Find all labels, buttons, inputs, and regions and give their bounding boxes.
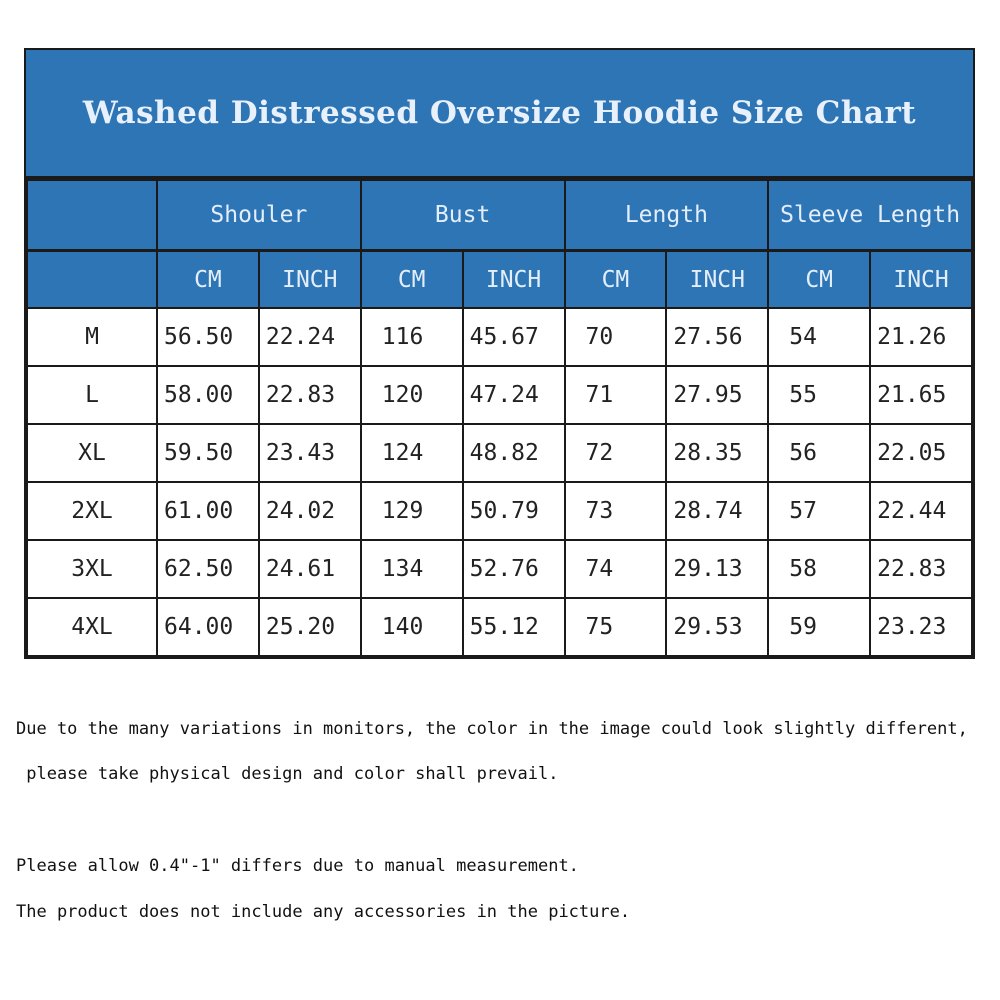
group-header: Shouler (156, 179, 362, 252)
empty-header-cell (26, 249, 158, 309)
value-cell: 22.83 (257, 365, 362, 425)
table-row: L 58.00 22.83 120 47.24 71 27.95 55 21.65 (26, 365, 973, 425)
unit-header: CM (156, 249, 260, 309)
value-cell: 45.67 (461, 307, 566, 367)
value-cell: 129 (359, 481, 464, 541)
size-cell: 4XL (26, 597, 158, 657)
group-header: Sleeve Length (767, 179, 973, 252)
value-cell: 54 (767, 307, 872, 367)
size-cell: XL (26, 423, 158, 483)
value-cell: 21.26 (869, 307, 973, 367)
value-cell: 24.02 (257, 481, 362, 541)
value-cell: 58.00 (156, 365, 260, 425)
value-cell: 124 (359, 423, 464, 483)
value-cell: 23.43 (257, 423, 362, 483)
note-line: Due to the many variations in monitors, … (16, 719, 968, 739)
value-cell: 57 (767, 481, 872, 541)
value-cell: 52.76 (461, 539, 566, 599)
table-row: XL 59.50 23.43 124 48.82 72 28.35 56 22.05 (26, 423, 973, 483)
value-cell: 50.79 (461, 481, 566, 541)
value-cell: 73 (563, 481, 668, 541)
value-cell: 21.65 (869, 365, 973, 425)
value-cell: 29.53 (665, 597, 770, 657)
chart-title: Washed Distressed Oversize Hoodie Size C… (26, 50, 973, 179)
value-cell: 58 (767, 539, 872, 599)
unit-header: CM (359, 249, 464, 309)
value-cell: 72 (563, 423, 668, 483)
value-cell: 59 (767, 597, 872, 657)
unit-header: INCH (257, 249, 362, 309)
note-line: Please allow 0.4"-1" differs due to manu… (16, 856, 579, 876)
value-cell: 140 (359, 597, 464, 657)
value-cell: 56 (767, 423, 872, 483)
unit-header: INCH (665, 249, 770, 309)
value-cell: 61.00 (156, 481, 260, 541)
table-row: 2XL 61.00 24.02 129 50.79 73 28.74 57 22.44 (26, 481, 973, 541)
value-cell: 22.05 (869, 423, 973, 483)
value-cell: 22.44 (869, 481, 973, 541)
note-line: The product does not include any accesso… (16, 902, 631, 922)
value-cell: 27.95 (665, 365, 770, 425)
size-cell: 3XL (26, 539, 158, 599)
unit-header-row: CM INCH CM INCH CM INCH CM INCH (26, 249, 973, 309)
group-header-row: Shouler Bust Length Sleeve Length (26, 179, 973, 252)
value-cell: 56.50 (156, 307, 260, 367)
size-chart: Washed Distressed Oversize Hoodie Size C… (24, 48, 975, 659)
value-cell: 62.50 (156, 539, 260, 599)
group-header: Bust (359, 179, 566, 252)
value-cell: 23.23 (869, 597, 973, 657)
group-header: Length (563, 179, 770, 252)
size-cell: 2XL (26, 481, 158, 541)
value-cell: 24.61 (257, 539, 362, 599)
unit-header: CM (563, 249, 668, 309)
unit-header: CM (767, 249, 872, 309)
value-cell: 59.50 (156, 423, 260, 483)
value-cell: 47.24 (461, 365, 566, 425)
size-table: Shouler Bust Length Sleeve Length CM INCH… (26, 179, 973, 657)
value-cell: 120 (359, 365, 464, 425)
value-cell: 27.56 (665, 307, 770, 367)
size-cell: L (26, 365, 158, 425)
size-cell: M (26, 307, 158, 367)
value-cell: 48.82 (461, 423, 566, 483)
table-row: 4XL 64.00 25.20 140 55.12 75 29.53 59 23.23 (26, 597, 973, 657)
value-cell: 70 (563, 307, 668, 367)
value-cell: 28.74 (665, 481, 770, 541)
value-cell: 75 (563, 597, 668, 657)
value-cell: 134 (359, 539, 464, 599)
value-cell: 22.24 (257, 307, 362, 367)
value-cell: 74 (563, 539, 668, 599)
table-row: 3XL 62.50 24.61 134 52.76 74 29.13 58 22.83 (26, 539, 973, 599)
value-cell: 28.35 (665, 423, 770, 483)
value-cell: 29.13 (665, 539, 770, 599)
note-line: please take physical design and color sh… (16, 764, 559, 784)
unit-header: INCH (869, 249, 973, 309)
value-cell: 55 (767, 365, 872, 425)
value-cell: 55.12 (461, 597, 566, 657)
table-row: M 56.50 22.24 116 45.67 70 27.56 54 21.26 (26, 307, 973, 367)
value-cell: 22.83 (869, 539, 973, 599)
value-cell: 25.20 (257, 597, 362, 657)
unit-header: INCH (461, 249, 566, 309)
value-cell: 116 (359, 307, 464, 367)
value-cell: 71 (563, 365, 668, 425)
value-cell: 64.00 (156, 597, 260, 657)
empty-header-cell (26, 179, 158, 252)
